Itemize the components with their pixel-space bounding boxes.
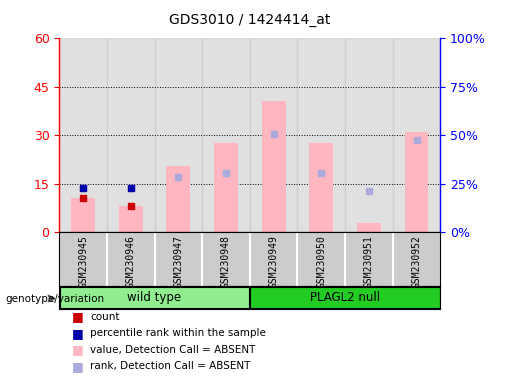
Text: wild type: wild type xyxy=(127,291,182,304)
Text: GSM230952: GSM230952 xyxy=(411,235,421,288)
Bar xyxy=(166,166,190,232)
Bar xyxy=(250,287,440,308)
Text: GSM230946: GSM230946 xyxy=(126,235,135,288)
Text: GSM230951: GSM230951 xyxy=(364,235,374,288)
Text: GSM230950: GSM230950 xyxy=(316,235,326,288)
Text: rank, Detection Call = ABSENT: rank, Detection Call = ABSENT xyxy=(90,361,250,371)
Bar xyxy=(60,287,249,308)
Text: PLAGL2 null: PLAGL2 null xyxy=(310,291,380,304)
Bar xyxy=(107,38,154,232)
Bar xyxy=(202,38,250,232)
Text: GSM230947: GSM230947 xyxy=(174,235,183,288)
Bar xyxy=(71,199,95,232)
Text: GDS3010 / 1424414_at: GDS3010 / 1424414_at xyxy=(169,13,331,27)
Text: GSM230949: GSM230949 xyxy=(269,235,279,288)
Text: genotype/variation: genotype/variation xyxy=(5,294,104,304)
Text: percentile rank within the sample: percentile rank within the sample xyxy=(90,328,266,338)
Bar xyxy=(357,223,381,232)
Text: ■: ■ xyxy=(72,310,84,323)
Bar xyxy=(297,38,345,232)
Bar xyxy=(214,144,238,232)
Bar xyxy=(250,38,297,232)
Text: ■: ■ xyxy=(72,343,84,356)
Bar xyxy=(405,132,428,232)
Bar xyxy=(392,38,440,232)
Text: value, Detection Call = ABSENT: value, Detection Call = ABSENT xyxy=(90,345,255,355)
Text: GSM230945: GSM230945 xyxy=(78,235,88,288)
Bar xyxy=(345,38,392,232)
Text: ■: ■ xyxy=(72,327,84,340)
Text: GSM230948: GSM230948 xyxy=(221,235,231,288)
Text: ■: ■ xyxy=(72,360,84,373)
Bar xyxy=(154,38,202,232)
Bar xyxy=(310,144,333,232)
Bar xyxy=(262,101,285,232)
Text: count: count xyxy=(90,312,119,322)
Bar xyxy=(59,38,107,232)
Bar xyxy=(119,207,143,232)
